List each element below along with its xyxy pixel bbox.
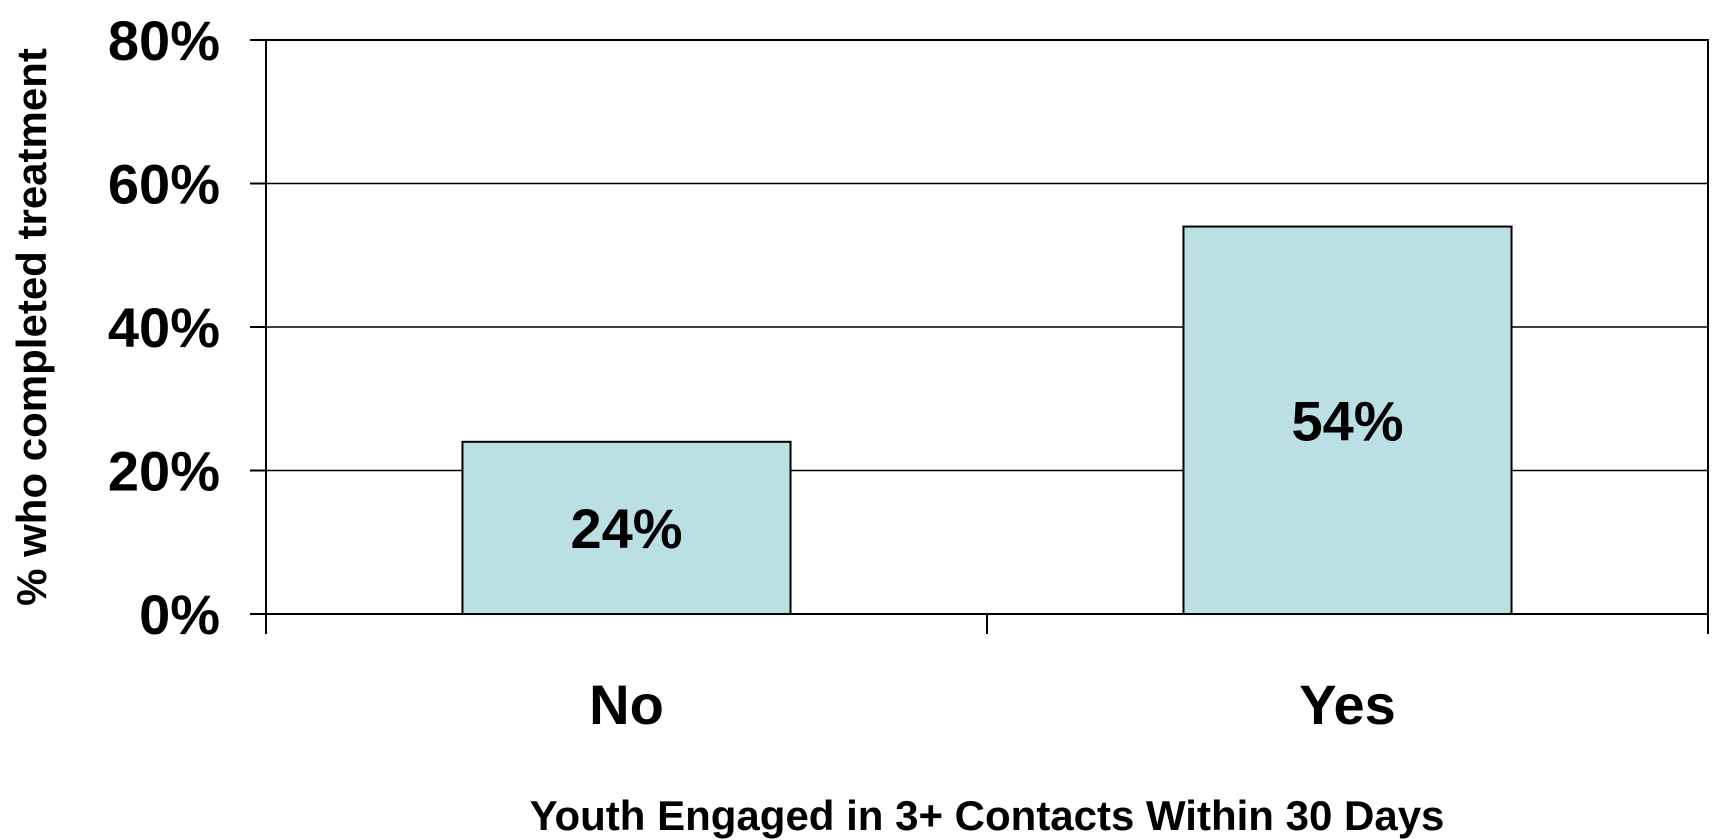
- axes: [250, 39, 1709, 634]
- bar: [1182, 225, 1513, 616]
- y-tick-label: 0%: [139, 583, 220, 646]
- y-axis-title: % who completed treatment: [8, 48, 55, 606]
- data-labels: 24% 54%: [570, 389, 1403, 560]
- bars: [461, 225, 1513, 616]
- data-label: 24%: [570, 497, 682, 560]
- x-category-label: No: [589, 673, 664, 736]
- y-tick-label: 40%: [108, 296, 220, 359]
- y-axis-tick-labels: 0% 20% 40% 60% 80%: [108, 9, 220, 646]
- y-tick-label: 60%: [108, 153, 220, 216]
- x-axis-category-labels: No Yes: [589, 673, 1396, 736]
- y-tick-label: 80%: [108, 9, 220, 72]
- x-axis-title: Youth Engaged in 3+ Contacts Within 30 D…: [530, 792, 1445, 839]
- y-tick-label: 20%: [108, 440, 220, 503]
- x-category-label: Yes: [1299, 673, 1396, 736]
- data-label: 54%: [1291, 389, 1403, 452]
